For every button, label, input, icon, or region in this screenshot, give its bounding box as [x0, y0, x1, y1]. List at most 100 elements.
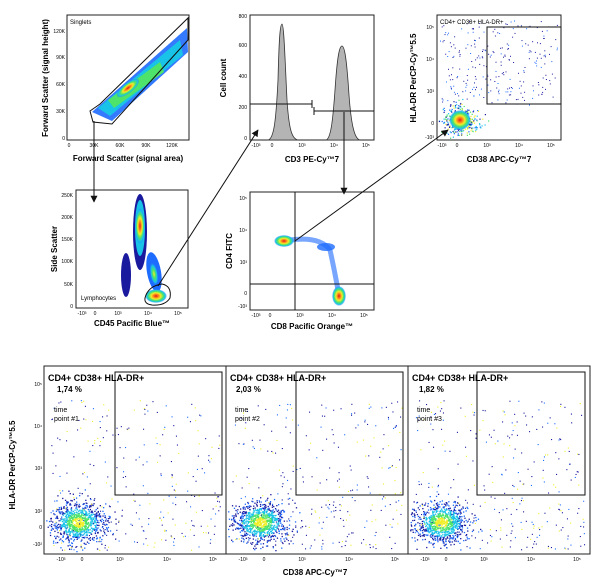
event-dot — [255, 516, 257, 518]
y-tick: 10³ — [240, 260, 248, 266]
event-dot — [254, 531, 256, 533]
event-dot — [257, 516, 259, 518]
event-dot — [452, 516, 454, 518]
x-tick: 10³ — [296, 313, 304, 319]
event-dot — [421, 514, 423, 516]
event-dot — [455, 107, 457, 109]
event-dot — [246, 525, 248, 527]
event-dot — [135, 459, 137, 461]
event-dot — [459, 509, 461, 511]
event-dot — [514, 20, 515, 22]
event-dot — [446, 527, 448, 529]
event-dot — [241, 522, 243, 524]
event-dot — [55, 527, 58, 530]
event-dot — [487, 542, 489, 544]
event-dot — [514, 537, 516, 539]
event-dot — [542, 469, 544, 471]
event-dot — [436, 524, 439, 526]
event-dot — [331, 429, 333, 431]
event-dot — [452, 57, 454, 58]
event-dot — [85, 519, 87, 522]
event-dot — [270, 514, 273, 517]
event-dot — [391, 465, 393, 467]
event-dot — [396, 509, 398, 511]
event-dot — [325, 504, 327, 506]
event-dot — [271, 430, 273, 432]
event-dot — [457, 134, 459, 136]
event-dot — [503, 443, 505, 445]
event-dot — [71, 529, 73, 531]
event-dot — [233, 516, 235, 519]
event-dot — [469, 547, 471, 549]
event-dot — [428, 518, 431, 520]
event-dot — [543, 35, 545, 37]
event-dot — [441, 120, 443, 123]
event-dot — [65, 515, 67, 517]
x-tick: 10³ — [483, 143, 491, 149]
event-dot — [457, 129, 460, 131]
event-dot — [83, 537, 86, 539]
event-dot — [61, 540, 63, 542]
event-dot — [97, 519, 99, 522]
event-dot — [457, 528, 459, 530]
event-dot — [90, 518, 93, 520]
event-dot — [247, 529, 250, 531]
event-dot — [269, 504, 271, 506]
event-dot — [364, 421, 366, 423]
event-dot — [388, 418, 390, 420]
event-dot — [243, 522, 245, 524]
event-dot — [66, 521, 68, 523]
event-dot — [68, 540, 70, 542]
event-dot — [450, 513, 452, 515]
event-dot — [455, 101, 457, 103]
event-dot — [240, 508, 242, 510]
event-dot — [79, 518, 81, 520]
event-dot — [540, 66, 542, 68]
event-dot — [466, 110, 468, 112]
event-dot — [438, 519, 440, 522]
event-dot — [441, 503, 443, 505]
event-dot — [482, 57, 484, 59]
event-dot — [118, 521, 120, 523]
event-dot — [104, 515, 106, 517]
event-dot — [428, 542, 430, 544]
event-dot — [445, 524, 447, 527]
event-dot — [146, 461, 148, 463]
event-dot — [282, 528, 285, 531]
event-dot — [440, 530, 442, 533]
event-dot — [442, 41, 444, 43]
event-dot — [265, 523, 267, 525]
event-dot — [264, 507, 266, 509]
event-dot — [86, 523, 88, 525]
event-dot — [263, 536, 266, 538]
event-dot — [448, 528, 451, 530]
event-dot — [329, 504, 331, 506]
event-dot — [87, 440, 89, 442]
event-dot — [233, 520, 235, 522]
event-dot — [475, 89, 476, 91]
event-dot — [69, 535, 71, 537]
event-dot — [435, 530, 438, 532]
event-dot — [276, 517, 278, 520]
event-dot — [450, 110, 452, 112]
event-dot — [94, 524, 96, 527]
event-dot — [478, 26, 480, 28]
event-dot — [277, 528, 280, 530]
event-dot — [456, 536, 459, 539]
event-dot — [454, 527, 457, 529]
event-dot — [286, 532, 288, 534]
event-dot — [78, 525, 80, 527]
event-dot — [263, 535, 265, 537]
event-dot — [55, 521, 57, 523]
event-dot — [257, 522, 259, 524]
event-dot — [446, 81, 447, 83]
event-dot — [106, 520, 109, 522]
event-dot — [449, 523, 451, 526]
event-dot — [471, 61, 473, 62]
event-dot — [454, 518, 457, 520]
event-dot — [95, 525, 97, 527]
event-dot — [189, 421, 191, 423]
event-dot — [47, 526, 49, 528]
event-dot — [526, 424, 528, 426]
event-dot — [447, 34, 449, 36]
